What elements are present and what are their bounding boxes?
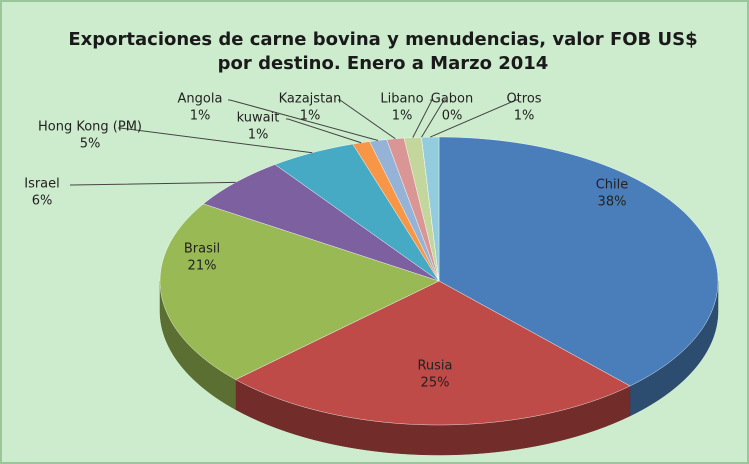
data-label-name: Chile xyxy=(596,178,629,193)
pie-slice xyxy=(235,280,631,426)
pie-slice xyxy=(438,136,719,387)
pie-slice xyxy=(421,136,440,282)
leader-line xyxy=(421,99,446,138)
data-label-value: 1% xyxy=(248,128,269,143)
data-label-value: 25% xyxy=(421,376,450,391)
pie-slice xyxy=(159,203,440,380)
data-label-name: kuwait xyxy=(237,111,280,126)
data-label-value: 1% xyxy=(190,109,211,124)
data-label-value: 1% xyxy=(392,109,413,124)
data-label-name: Kazajstan xyxy=(279,92,342,107)
leader-line xyxy=(412,99,433,138)
data-label-value: 0% xyxy=(442,109,463,124)
leader-line xyxy=(228,99,379,141)
data-label-name: Hong Kong (PM) xyxy=(38,120,142,135)
leader-line xyxy=(286,118,362,144)
data-label-value: 21% xyxy=(188,259,217,274)
data-label-name: Brasil xyxy=(184,242,220,257)
data-label-value: 1% xyxy=(300,109,321,124)
data-label-name: Gabon xyxy=(431,92,474,107)
leader-line xyxy=(430,99,518,138)
pie-slice xyxy=(203,164,440,282)
data-label-value: 1% xyxy=(514,109,535,124)
leader-line xyxy=(70,181,236,186)
leader-line xyxy=(118,127,313,154)
data-label-name: Otros xyxy=(506,92,541,107)
data-label-value: 38% xyxy=(598,195,627,210)
leader-line xyxy=(338,99,396,140)
data-label-value: 6% xyxy=(32,194,53,209)
data-label-name: Angola xyxy=(178,92,223,107)
data-label-name: Israel xyxy=(24,177,60,192)
data-label-value: 5% xyxy=(80,137,101,152)
chart-title: Exportaciones de carne bovina y menudenc… xyxy=(68,29,697,74)
pie-slice xyxy=(274,143,440,282)
data-label-name: Rusia xyxy=(417,359,452,374)
data-label-name: Libano xyxy=(380,92,423,107)
